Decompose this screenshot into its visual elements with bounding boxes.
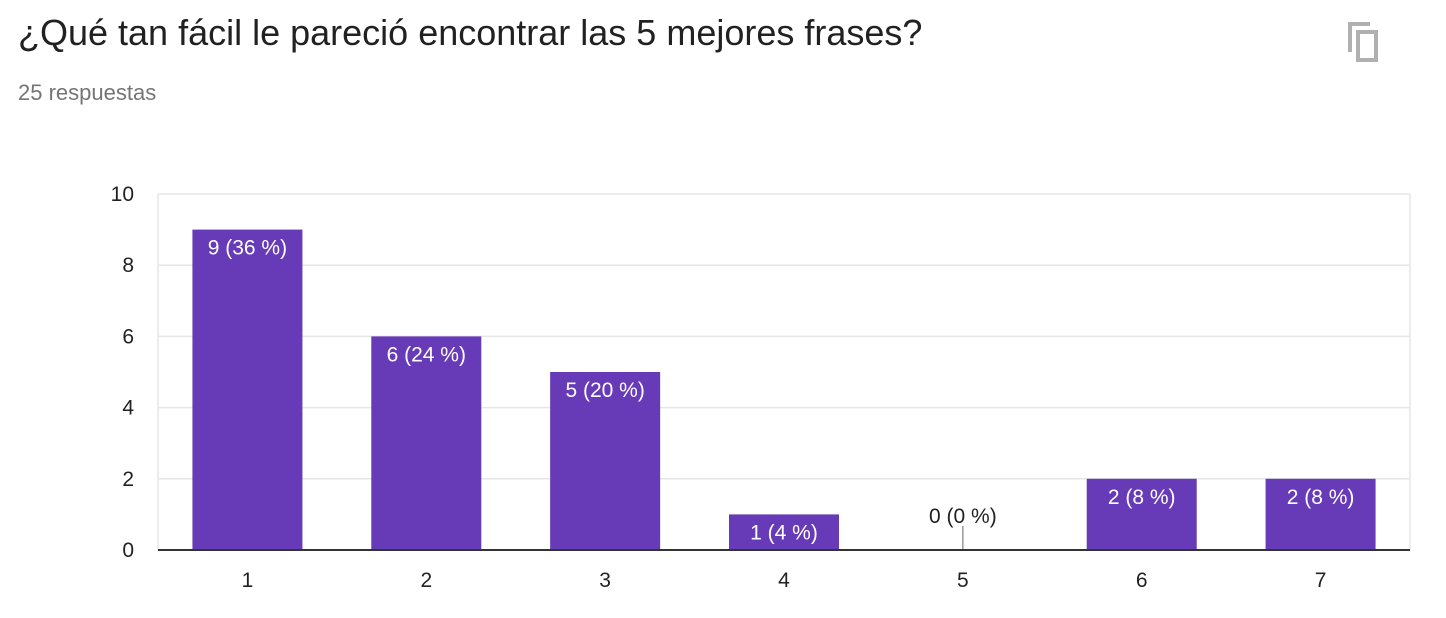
y-tick-label: 2 [122,468,134,491]
bar [550,372,661,550]
x-tick-label: 2 [420,569,432,592]
x-tick-label: 1 [242,569,254,592]
bar [192,229,303,550]
x-tick-label: 3 [599,569,611,592]
x-tick-label: 6 [1136,569,1148,592]
bar-data-label: 9 (36 %) [208,237,287,260]
bar [1086,478,1197,550]
x-tick-label: 7 [1315,569,1327,592]
copy-chart-button[interactable] [1338,18,1386,66]
x-tick-label: 4 [778,569,790,592]
bar-data-label: 1 (4 %) [750,521,818,544]
y-tick-label: 4 [122,397,134,420]
copy-icon [1348,22,1378,62]
bar-data-label: 0 (0 %) [929,505,997,528]
bar-data-label: 2 (8 %) [1287,486,1355,509]
bar [729,514,839,550]
x-tick-label: 5 [957,569,969,592]
bar [371,336,482,550]
bar-data-label: 5 (20 %) [565,379,644,402]
y-tick-label: 8 [122,254,134,277]
bar-data-label: 6 (24 %) [387,343,466,366]
response-count: 25 respuestas [18,80,157,105]
y-tick-label: 6 [122,325,134,348]
bar-data-label: 2 (8 %) [1108,486,1176,509]
bar [1265,478,1376,550]
question-title: ¿Qué tan fácil le pareció encontrar las … [18,12,923,53]
y-tick-label: 10 [111,183,134,206]
y-tick-label: 0 [122,539,134,562]
